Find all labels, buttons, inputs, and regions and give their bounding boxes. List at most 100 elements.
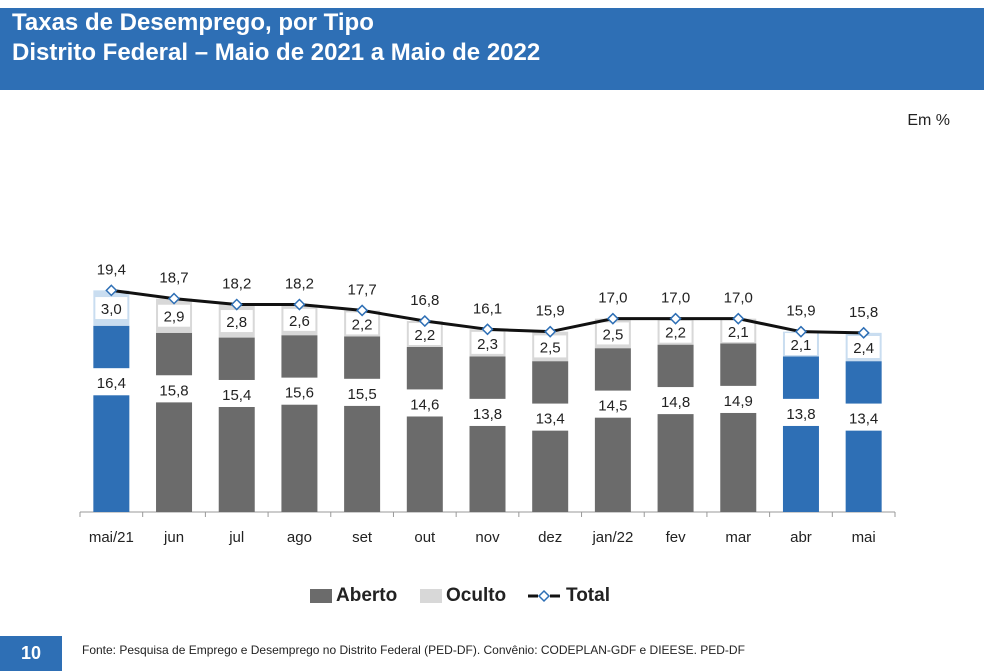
legend-label-total: Total [566, 585, 610, 606]
bar-aberto-upper [657, 344, 694, 388]
x-tick-label: set [352, 529, 373, 546]
oculto-label-bg [471, 331, 504, 354]
aberto-value-label: 14,5 [598, 398, 627, 415]
aberto-value-label: 15,5 [348, 386, 377, 403]
total-value-label: 17,0 [598, 290, 627, 307]
total-value-label: 17,0 [724, 290, 753, 307]
bar-aberto [93, 395, 130, 512]
oculto-value-label: 2,9 [164, 309, 185, 326]
x-tick-label: fev [666, 529, 687, 546]
total-point [481, 323, 494, 336]
oculto-label-bg [220, 310, 253, 333]
source-note: Fonte: Pesquisa de Emprego e Desemprego … [82, 643, 745, 657]
total-point [544, 325, 557, 338]
bar-aberto [720, 412, 757, 512]
aberto-value-label: 15,8 [159, 382, 188, 399]
oculto-value-label: 2,4 [853, 340, 874, 357]
unit-label: Em % [907, 112, 950, 129]
total-point [418, 314, 431, 328]
bar-aberto [156, 402, 193, 512]
oculto-label-bg [596, 322, 629, 345]
total-value-label: 15,9 [786, 303, 815, 320]
aberto-label-bg [343, 379, 382, 406]
aberto-value-label: 14,8 [661, 394, 690, 411]
bar-aberto-upper [281, 335, 318, 378]
oculto-value-label: 2,8 [226, 314, 247, 331]
total-point [167, 292, 181, 305]
aberto-label-bg [593, 391, 632, 418]
legend-label-aberto: Aberto [336, 585, 398, 606]
aberto-label-bg [531, 404, 570, 431]
x-tick-label: mai/21 [89, 529, 134, 546]
total-value-label: 16,1 [473, 300, 502, 317]
aberto-value-label: 16,4 [97, 375, 126, 392]
aberto-label-bg [155, 376, 194, 403]
total-point [794, 325, 808, 338]
bar-aberto [469, 425, 506, 512]
total-value-label: 17,0 [661, 290, 690, 307]
oculto-value-label: 2,1 [791, 337, 812, 354]
bar-aberto-upper [782, 356, 819, 399]
bar-aberto [782, 425, 819, 512]
total-point [857, 326, 870, 339]
oculto-label-bg [158, 304, 191, 327]
legend: Aberto Oculto Total [0, 584, 984, 608]
bar-aberto-upper [218, 337, 255, 380]
legend-item-aberto: Aberto [310, 584, 397, 608]
legend-item-total: Total [528, 584, 610, 608]
aberto-label-bg [781, 399, 820, 426]
legend-item-oculto: Oculto [420, 584, 506, 608]
total-value-label: 16,8 [410, 292, 439, 309]
aberto-label-bg [719, 386, 758, 413]
oculto-label-bg [346, 312, 379, 335]
x-tick-label: jun [163, 529, 184, 546]
aberto-value-label: 13,4 [536, 411, 565, 428]
x-tick-label: dez [538, 529, 562, 546]
oculto-value-label: 3,0 [101, 301, 122, 318]
bar-aberto [344, 405, 381, 512]
oculto-value-label: 2,1 [728, 324, 749, 341]
aberto-label-bg [844, 404, 883, 431]
x-tick-label: nov [475, 529, 500, 546]
oculto-label-bg [659, 320, 692, 343]
bar-aberto [594, 417, 631, 512]
header-banner: Taxas de Desemprego, por Tipo Distrito F… [0, 8, 984, 90]
aberto-label-bg [405, 390, 444, 417]
x-tick-label: abr [790, 529, 812, 546]
bar-aberto [657, 414, 694, 512]
aberto-value-label: 13,8 [786, 406, 815, 423]
bar-aberto-upper [594, 348, 631, 391]
x-tick-label: mai [852, 529, 876, 546]
total-point [669, 312, 682, 325]
unemployment-chart: 3,0 16,4 19,4 mai/21 2,9 15,8 18,7 jun 2,8 15,4 18… [79, 261, 896, 546]
total-point [356, 304, 369, 317]
legend-line-total-icon [528, 589, 560, 603]
aberto-label-bg [217, 380, 256, 407]
oculto-value-label: 2,6 [289, 313, 310, 330]
aberto-label-bg [280, 378, 319, 405]
total-value-label: 17,7 [348, 281, 377, 298]
oculto-label-bg [847, 336, 880, 358]
total-point [732, 312, 745, 325]
aberto-value-label: 14,6 [410, 396, 439, 413]
total-point [105, 284, 118, 297]
x-tick-label: mar [725, 529, 751, 546]
total-value-label: 18,2 [285, 276, 314, 293]
bar-aberto [845, 430, 882, 512]
aberto-value-label: 14,9 [724, 393, 753, 410]
oculto-label-bg [534, 335, 567, 358]
bar-aberto [532, 430, 569, 512]
title-line-1: Taxas de Desemprego, por Tipo [12, 9, 374, 36]
total-value-label: 15,9 [536, 303, 565, 320]
x-tick-label: jan/22 [591, 529, 633, 546]
aberto-label-bg [92, 369, 131, 396]
title-line-2: Distrito Federal – Maio de 2021 a Maio d… [12, 39, 541, 66]
aberto-label-bg [468, 399, 507, 426]
bar-aberto-upper [156, 332, 193, 376]
oculto-value-label: 2,2 [352, 316, 373, 333]
x-tick-label: jul [228, 529, 244, 546]
oculto-value-label: 2,2 [665, 325, 686, 342]
aberto-label-bg [656, 388, 695, 415]
total-point [230, 298, 243, 311]
total-value-label: 19,4 [97, 261, 126, 278]
